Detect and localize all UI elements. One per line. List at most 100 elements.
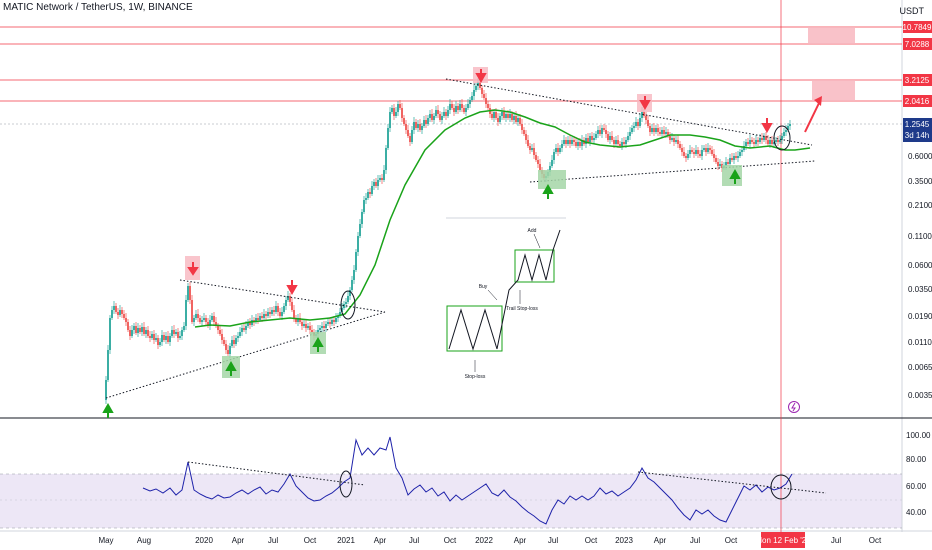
candle-body — [283, 306, 285, 312]
candle-body — [523, 130, 525, 134]
candle-body — [607, 134, 609, 140]
candle-body — [479, 82, 481, 88]
candle-body — [199, 318, 201, 322]
candle-body — [681, 148, 683, 152]
time-axis-label: Jul — [548, 536, 558, 545]
candle-body — [759, 138, 761, 142]
candle-body — [771, 140, 773, 144]
candle-body — [671, 138, 673, 140]
candle-body — [677, 140, 679, 144]
candle-body — [175, 332, 177, 334]
candle-body — [789, 124, 791, 126]
candle-body — [237, 336, 239, 338]
candle-body — [777, 140, 779, 142]
candle-body — [701, 150, 703, 156]
candle-body — [483, 94, 485, 98]
candle-body — [285, 300, 287, 306]
support-trendline-2 — [529, 160, 816, 183]
candle-body — [417, 124, 419, 128]
candle-body — [575, 142, 577, 146]
candle-body — [571, 140, 573, 144]
rsi-breakout-circle-2 — [770, 474, 792, 500]
price-tick-label: 0.0110 — [908, 338, 932, 347]
candle-body — [441, 116, 443, 120]
alert-icon[interactable] — [788, 401, 800, 413]
candle-body — [469, 100, 471, 104]
candle-body — [657, 128, 659, 132]
candle-body — [333, 320, 335, 322]
buy-signals — [102, 165, 742, 418]
candle-body — [219, 330, 221, 334]
time-axis-label: 2022 — [475, 536, 493, 545]
candle-body — [689, 150, 691, 154]
candle-body — [753, 142, 755, 144]
candle-body — [367, 192, 369, 198]
candle-body — [787, 126, 789, 130]
candle-body — [529, 146, 531, 150]
candle-body — [339, 312, 341, 316]
candle-body — [391, 108, 393, 112]
candle-body — [433, 116, 435, 120]
candle-body — [709, 148, 711, 150]
candle-body — [399, 104, 401, 108]
candle-body — [437, 110, 439, 114]
candle-body — [673, 138, 675, 142]
candle-body — [573, 140, 575, 142]
resistance-lines — [0, 26, 902, 125]
crosshair-date-label: Mon 12 Feb '24 — [755, 536, 811, 545]
candle-body — [421, 126, 423, 130]
buy-arrow-icon — [729, 168, 741, 184]
candle-body — [445, 112, 447, 116]
candle-body — [733, 156, 735, 160]
candle-body — [295, 318, 297, 322]
candle-body — [453, 108, 455, 112]
candle-body — [111, 310, 113, 318]
candle-body — [491, 114, 493, 118]
candle-body — [149, 336, 151, 338]
candle-body — [639, 118, 641, 126]
candle-body — [419, 124, 421, 130]
time-axis-label: Aug — [137, 536, 151, 545]
candle-body — [305, 324, 307, 328]
candle-body — [361, 212, 363, 224]
rsi-pane — [0, 436, 902, 529]
candle-body — [271, 310, 273, 314]
candle-body — [737, 156, 739, 158]
current-price-label: 1.2545 — [905, 120, 930, 129]
candle-body — [785, 130, 787, 132]
candle-body — [559, 148, 561, 152]
alert-bolt-icon — [791, 402, 796, 412]
candle-body — [291, 302, 293, 310]
candle-body — [631, 128, 633, 132]
buy-arrow-icon — [542, 183, 554, 199]
candle-body — [499, 116, 501, 122]
candle-body — [695, 150, 697, 154]
candle-body — [475, 86, 477, 90]
candle-body — [373, 182, 375, 186]
candle-body — [749, 140, 751, 144]
candle-body — [679, 144, 681, 148]
candle-body — [535, 155, 537, 160]
candle-body — [357, 236, 359, 252]
sell-arrow-icon — [187, 262, 199, 276]
candle-body — [141, 327, 143, 332]
candle-body — [379, 178, 381, 180]
rsi-breakout-circle-1 — [339, 470, 353, 498]
candle-body — [655, 128, 657, 132]
currency-unit: USDT — [899, 6, 925, 16]
candle-body — [389, 112, 391, 128]
candle-body — [463, 108, 465, 112]
candle-body — [699, 154, 701, 156]
candle-body — [187, 286, 189, 300]
candle-body — [395, 112, 397, 116]
candle-body — [409, 136, 411, 142]
schematic-path — [496, 229, 561, 350]
price-level-badge — [903, 74, 932, 86]
candle-body — [211, 316, 213, 320]
candle-body — [557, 148, 559, 152]
candle-body — [423, 120, 425, 126]
candle-body — [189, 286, 191, 300]
candle-body — [201, 320, 203, 322]
